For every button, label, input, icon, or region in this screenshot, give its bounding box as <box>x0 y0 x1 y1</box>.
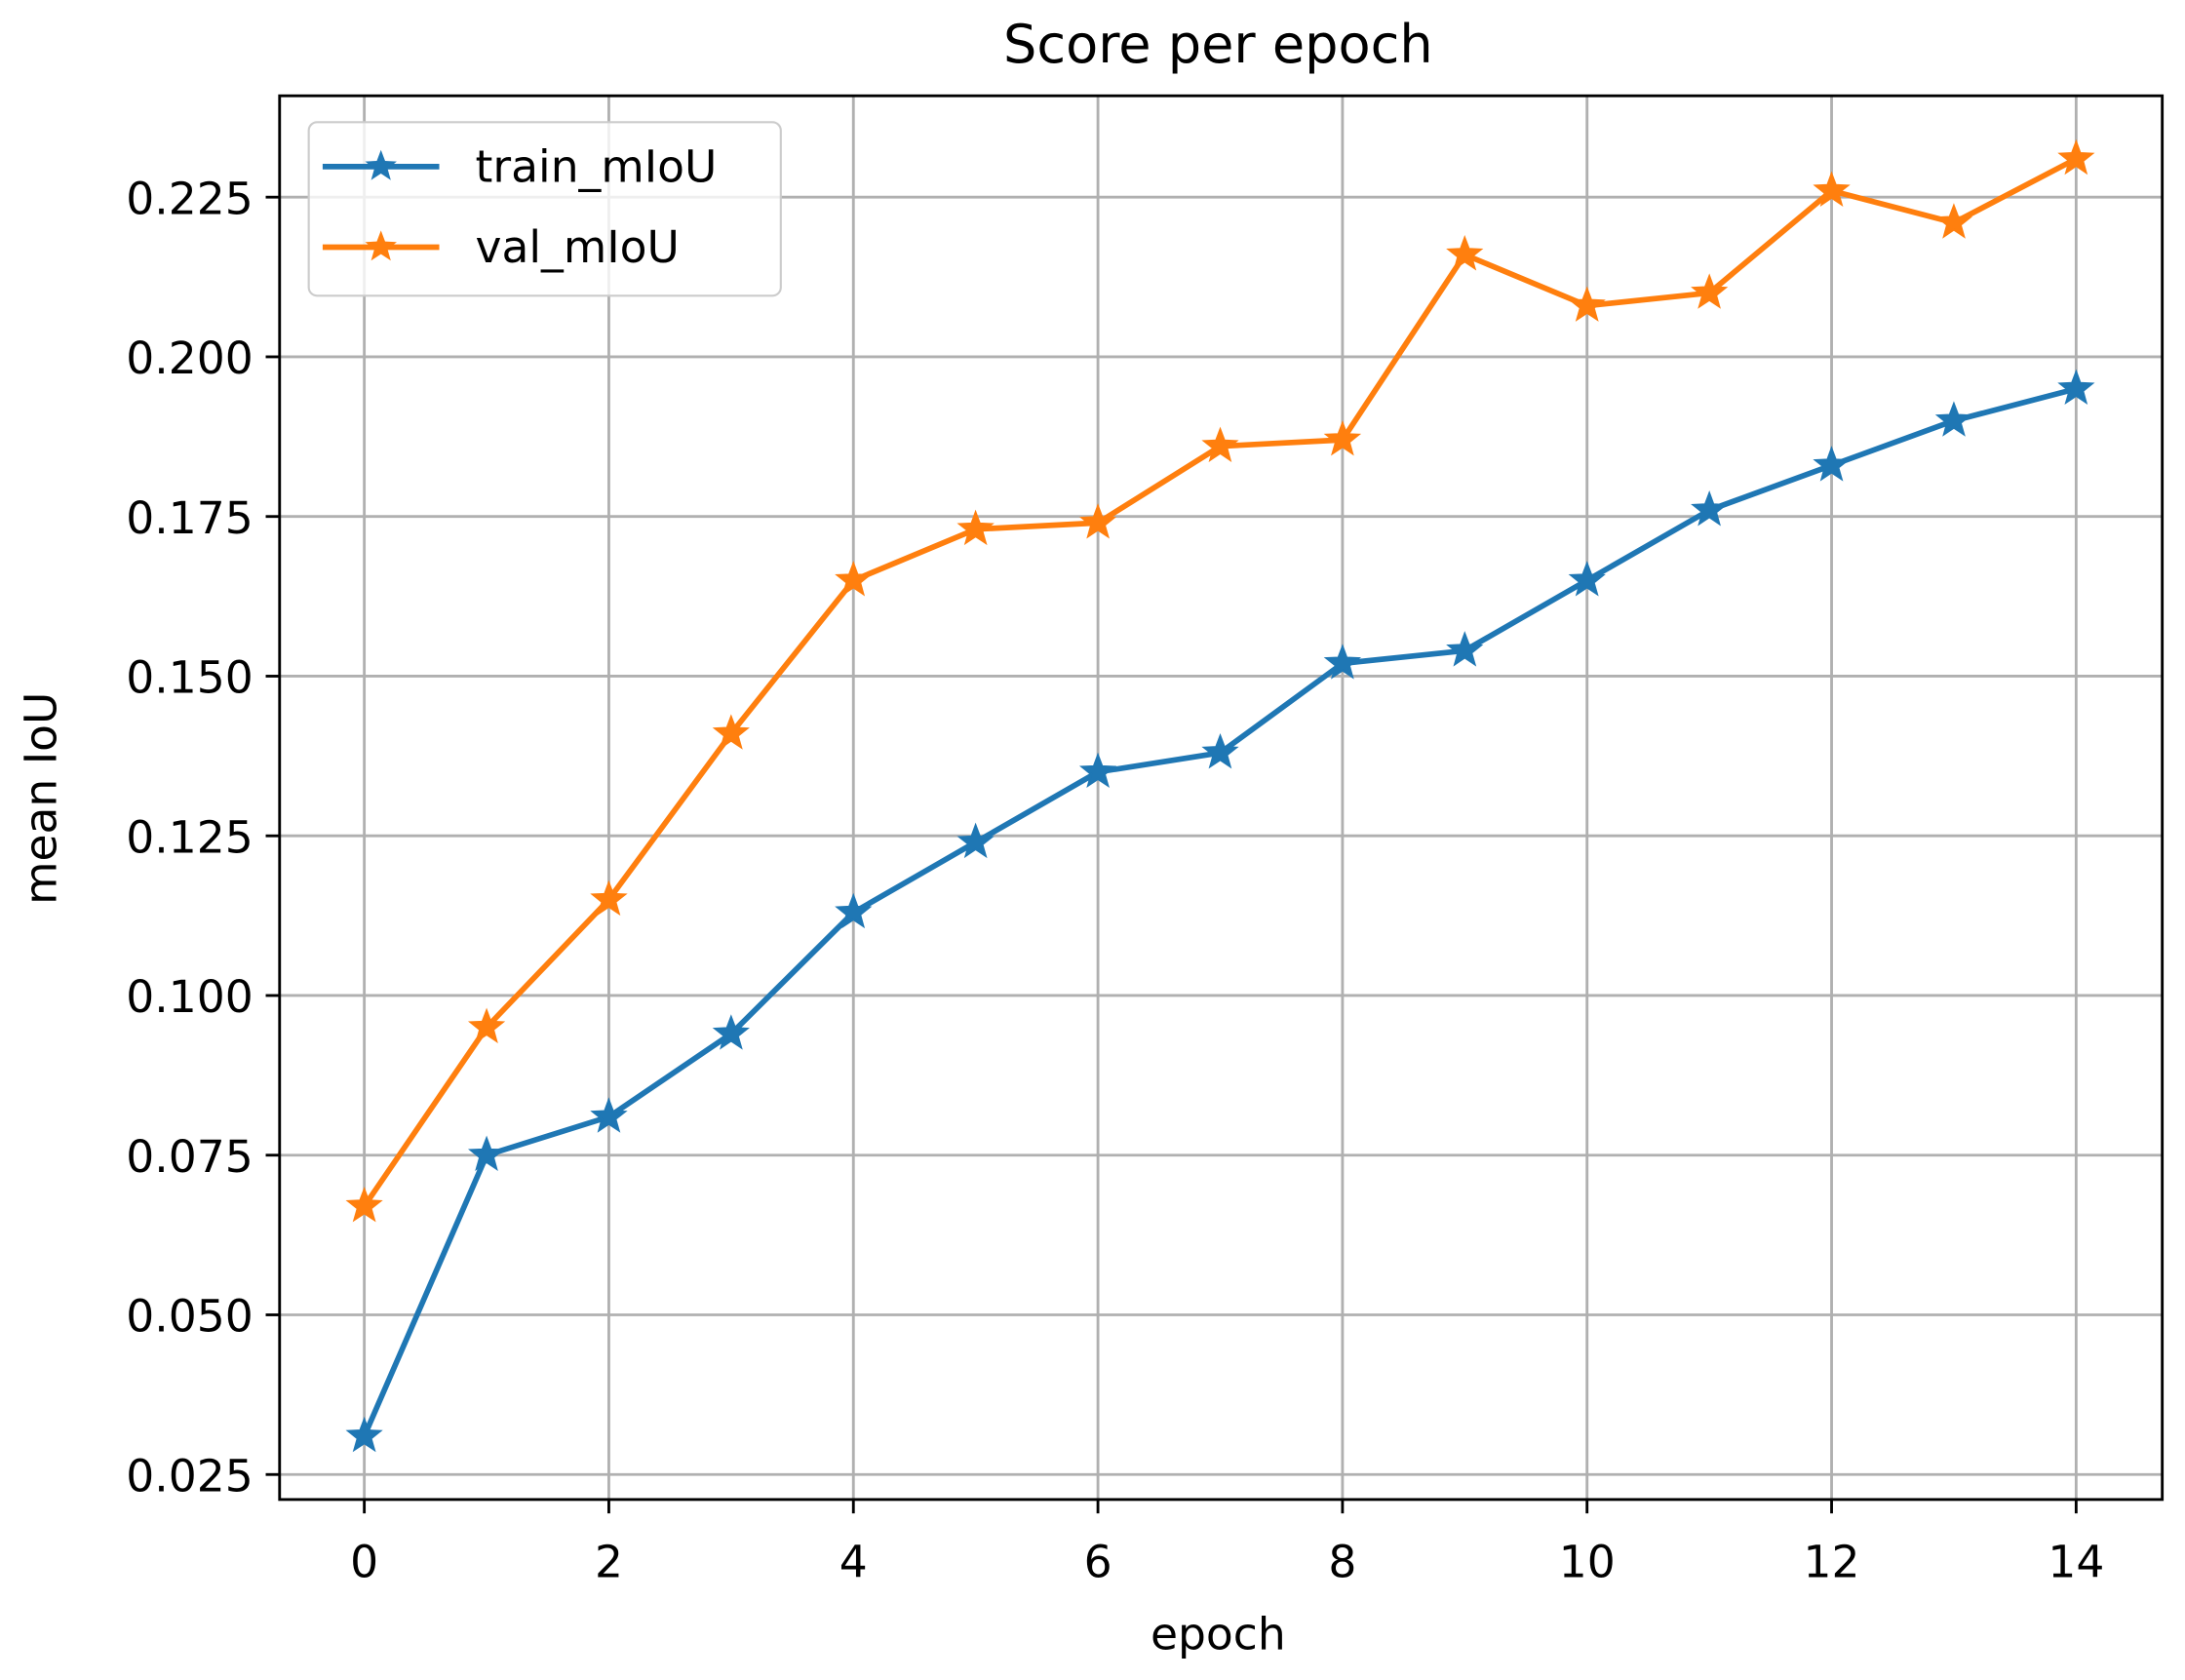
star-marker-icon <box>345 1416 383 1453</box>
y-axis-label: mean IoU <box>16 692 67 905</box>
y-tick-label: 0.175 <box>126 492 253 544</box>
star-marker-icon <box>1691 273 1729 309</box>
star-marker-icon <box>1691 490 1729 527</box>
star-marker-icon <box>2057 138 2095 176</box>
star-marker-icon <box>1201 732 1239 769</box>
series-train_mIoU <box>345 369 2095 1453</box>
y-tick-label: 0.050 <box>126 1291 253 1343</box>
star-marker-icon <box>345 1187 383 1223</box>
legend-label: val_mIoU <box>476 221 680 273</box>
star-marker-icon <box>956 822 995 859</box>
x-tick-label: 6 <box>1084 1537 1112 1588</box>
star-marker-icon <box>467 1135 506 1172</box>
legend: train_mIoU val_mIoU <box>307 121 782 297</box>
y-tick-label: 0.200 <box>126 332 253 384</box>
series-val_mIoU <box>345 138 2095 1223</box>
data-series <box>345 138 2095 1453</box>
star-marker-icon <box>956 509 995 546</box>
star-marker-icon <box>1813 171 1851 207</box>
star-marker-icon <box>590 879 628 917</box>
x-tick-label: 14 <box>2048 1537 2104 1588</box>
star-marker-icon <box>467 1007 506 1044</box>
star-marker-icon <box>1201 426 1239 462</box>
star-marker-icon <box>1568 561 1606 597</box>
y-tick-label: 0.150 <box>126 652 253 704</box>
x-tick-label: 12 <box>1804 1537 1860 1588</box>
y-tick-label: 0.225 <box>126 173 253 224</box>
series-line <box>362 385 2078 1438</box>
star-marker-icon <box>1934 203 1973 239</box>
chart-title: Score per epoch <box>1003 14 1433 75</box>
star-marker-icon <box>1323 419 1362 456</box>
star-marker-icon <box>1078 752 1117 789</box>
star-marker-icon <box>1446 235 1484 271</box>
y-tick-label: 0.025 <box>126 1450 253 1502</box>
x-axis-ticks: 0 2 4 6 8 10 12 14 <box>350 1499 2104 1588</box>
legend-label: train_mIoU <box>476 141 718 193</box>
y-tick-label: 0.100 <box>126 971 253 1023</box>
star-marker-icon <box>590 1097 628 1133</box>
x-tick-label: 8 <box>1328 1537 1356 1588</box>
star-marker-icon <box>365 230 397 261</box>
x-tick-label: 4 <box>839 1537 868 1588</box>
x-tick-label: 10 <box>1559 1537 1616 1588</box>
x-tick-label: 0 <box>350 1537 378 1588</box>
star-marker-icon <box>1323 644 1362 680</box>
star-marker-icon <box>712 714 750 750</box>
star-marker-icon <box>1078 503 1117 539</box>
star-marker-icon <box>1934 401 1973 437</box>
star-marker-icon <box>712 1014 750 1050</box>
y-axis-ticks: 0.025 0.050 0.075 0.100 0.125 0.150 0.175 0.200… <box>126 173 280 1502</box>
legend-item-val_mIoU: val_mIoU <box>322 221 680 273</box>
series-line <box>362 156 2078 1208</box>
star-marker-icon <box>1446 631 1484 667</box>
y-tick-label: 0.075 <box>126 1131 253 1183</box>
legend-item-train_mIoU: train_mIoU <box>322 141 718 193</box>
star-marker-icon <box>835 561 873 597</box>
star-marker-icon <box>1568 286 1606 322</box>
star-marker-icon <box>365 149 397 180</box>
star-marker-icon <box>1813 446 1851 482</box>
grid-lines <box>279 96 2163 1500</box>
x-axis-label: epoch <box>1151 1609 1286 1660</box>
star-marker-icon <box>835 892 873 929</box>
star-marker-icon <box>2057 369 2095 406</box>
plot-area-frame <box>278 94 2165 1502</box>
x-tick-label: 2 <box>595 1537 623 1588</box>
y-tick-label: 0.125 <box>126 811 253 863</box>
